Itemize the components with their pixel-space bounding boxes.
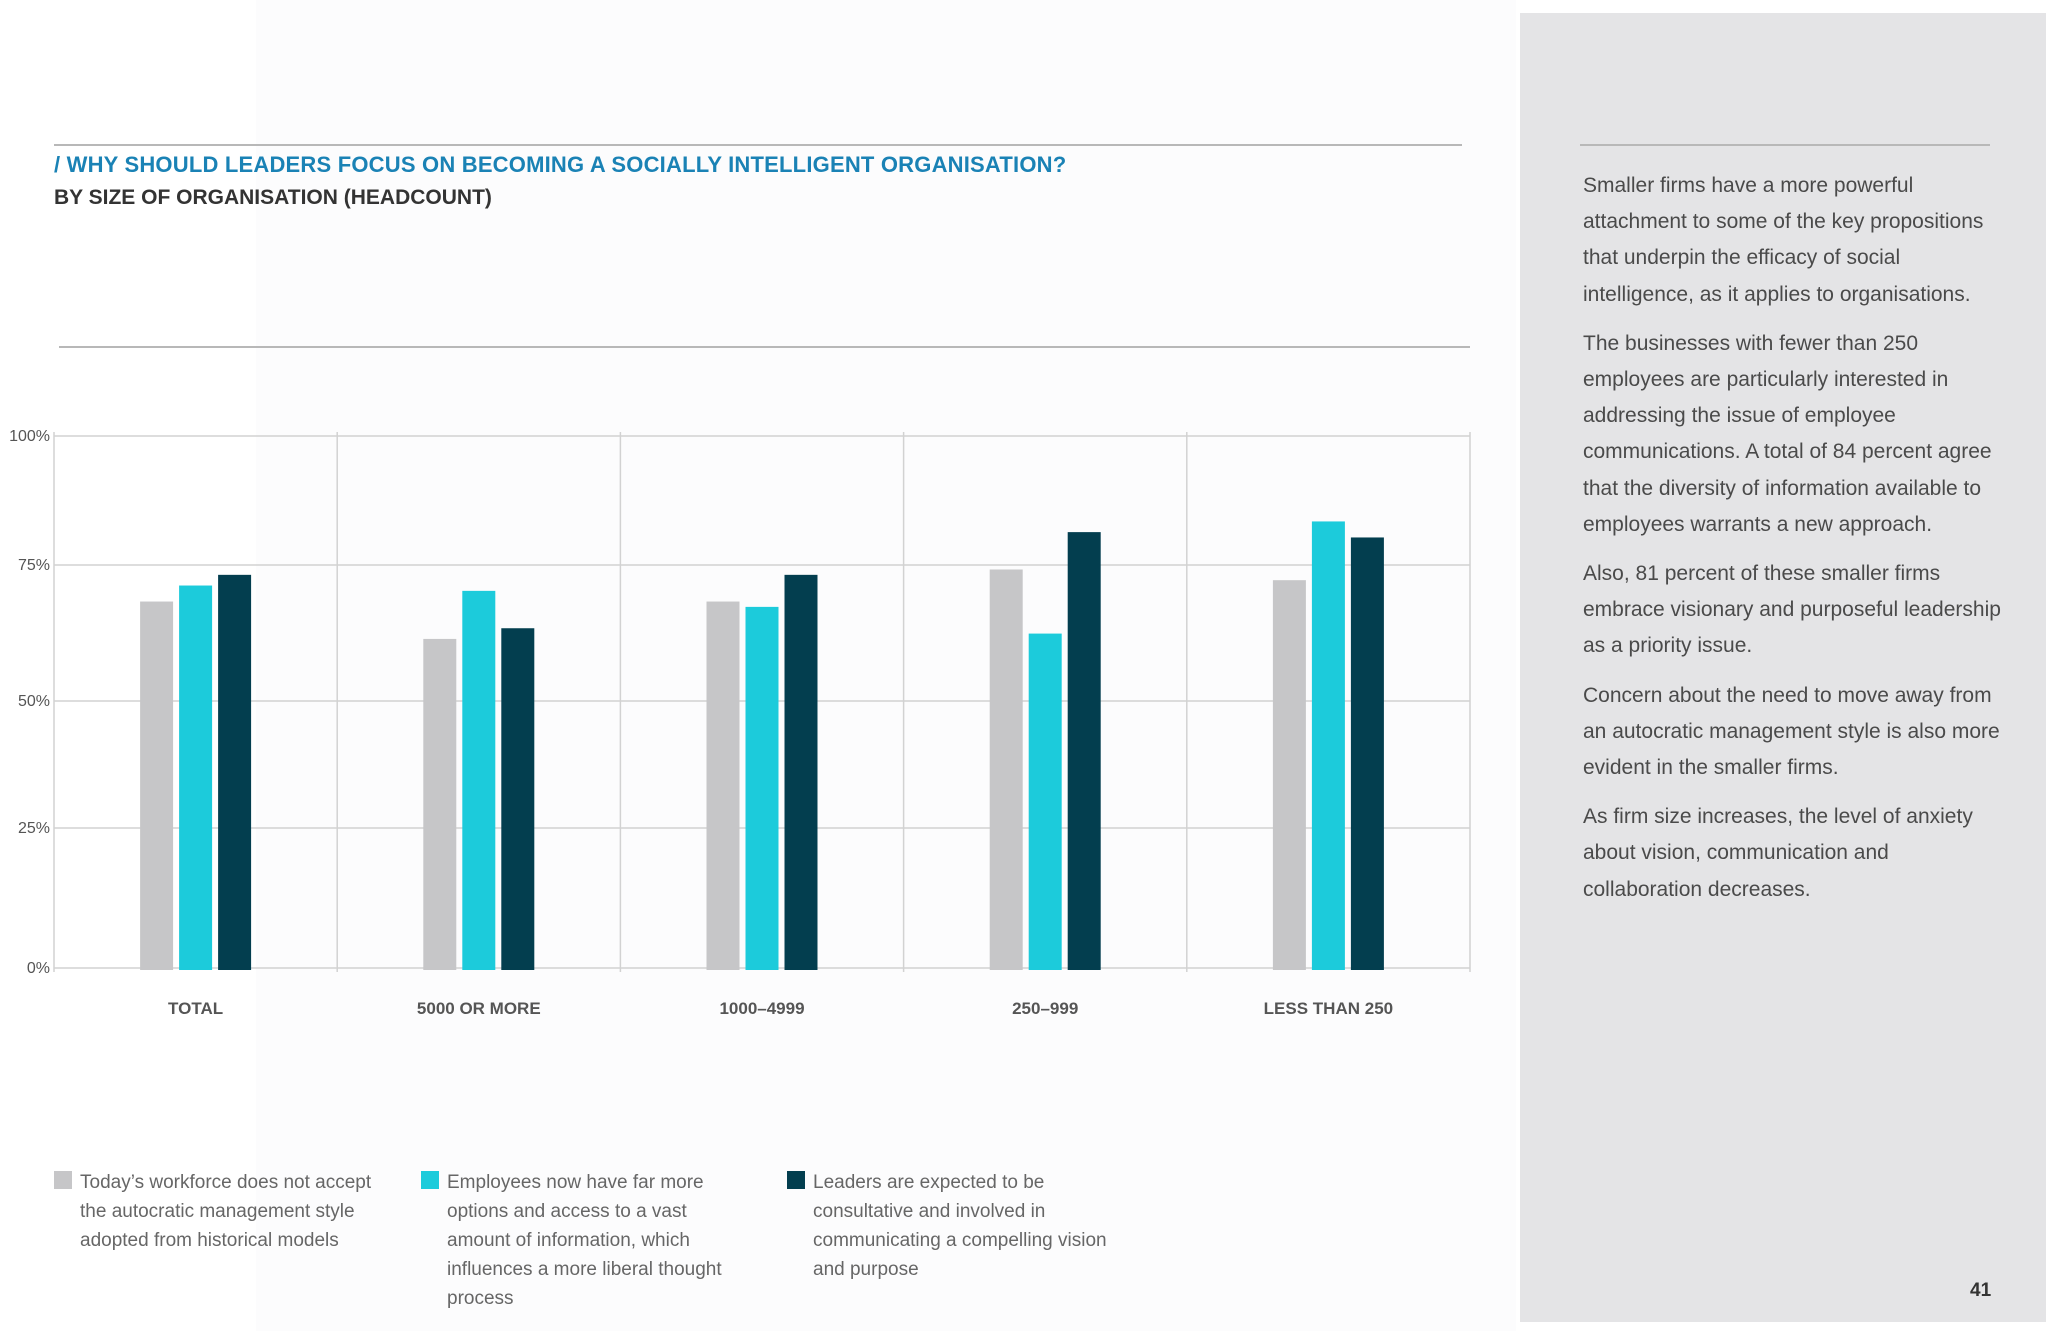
x-category-label: 5000 OR MORE	[417, 999, 541, 1018]
legend-swatch	[787, 1171, 805, 1189]
commentary-sidebar	[1520, 13, 2046, 1322]
bar	[501, 628, 535, 970]
sidebar-top-rule	[1580, 144, 1990, 146]
bar	[1272, 580, 1306, 970]
bar	[218, 574, 252, 970]
legend-label: Employees now have far more options and …	[447, 1172, 722, 1309]
sidebar-paragraph: The businesses with fewer than 250 emplo…	[1583, 331, 1992, 536]
bar	[462, 590, 496, 970]
legend-item: Leaders are expected to be consultative …	[787, 1168, 1117, 1284]
chart-subtitle: BY SIZE OF ORGANISATION (HEADCOUNT)	[54, 186, 492, 209]
sidebar-paragraph: Also, 81 percent of these smaller firms …	[1583, 562, 2001, 658]
sidebar-paragraph: Concern about the need to move away from…	[1583, 683, 2000, 780]
bar	[423, 638, 457, 970]
bar	[179, 585, 213, 970]
y-tick-label: 75%	[18, 557, 50, 574]
y-tick-label: 25%	[18, 820, 50, 837]
bar	[784, 574, 818, 970]
sidebar-text: Smaller firms have a more powerful attac…	[1583, 168, 2003, 921]
bar	[706, 601, 740, 970]
bar-chart: 0% 25% 50% 75% 100% TOTAL 5000 OR MORE 1000–499…	[9, 428, 1471, 1018]
title-top-rule	[54, 144, 1462, 146]
legend-label: Leaders are expected to be consultative …	[813, 1172, 1107, 1280]
x-category-label: LESS THAN 250	[1264, 999, 1393, 1018]
bar	[1350, 537, 1384, 970]
x-category-label: 250–999	[1012, 999, 1078, 1018]
bar	[1028, 633, 1062, 970]
sidebar-paragraph: As firm size increases, the level of anx…	[1583, 805, 1973, 901]
legend-item: Today’s workforce does not accept the au…	[54, 1168, 384, 1255]
y-tick-label: 50%	[18, 693, 50, 710]
chart-title: / WHY SHOULD LEADERS FOCUS ON BECOMING A…	[54, 152, 1067, 177]
legend-item: Employees now have far more options and …	[421, 1168, 751, 1313]
legend-swatch	[54, 1171, 72, 1189]
y-tick-label: 100%	[9, 428, 50, 445]
bar	[1311, 521, 1345, 970]
bar	[140, 601, 174, 970]
y-tick-label: 0%	[27, 960, 50, 977]
legend-swatch	[421, 1171, 439, 1189]
bar	[989, 569, 1023, 970]
sidebar-paragraph: Smaller firms have a more powerful attac…	[1583, 174, 1984, 306]
page-number: 41	[1970, 1280, 1992, 1301]
legend-label: Today’s workforce does not accept the au…	[80, 1172, 372, 1251]
bar	[745, 606, 779, 970]
bar	[1067, 532, 1101, 970]
x-category-label: TOTAL	[168, 999, 223, 1018]
chart-top-rule	[59, 346, 1470, 348]
x-category-label: 1000–4999	[719, 999, 804, 1018]
